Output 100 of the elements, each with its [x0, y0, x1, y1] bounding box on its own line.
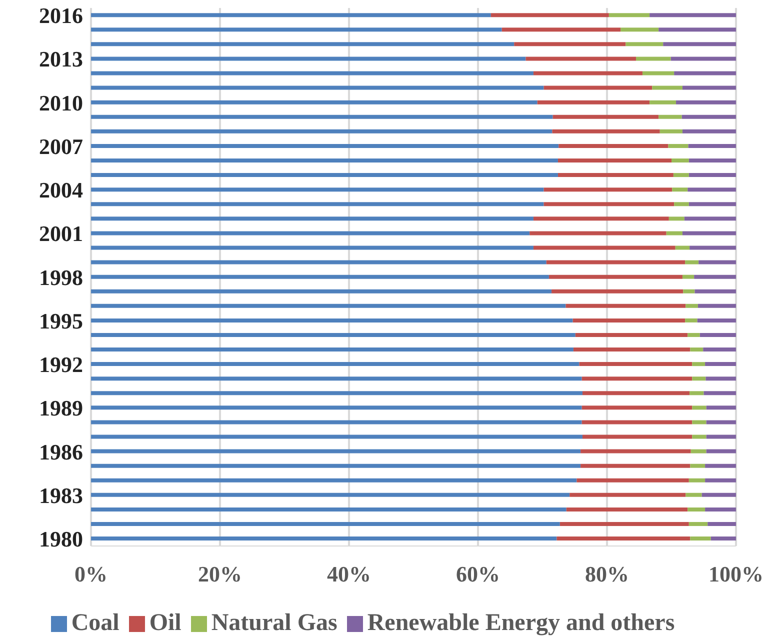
x-tick-label: 40% — [327, 562, 371, 587]
bar — [705, 507, 736, 512]
bar — [582, 376, 692, 381]
bar — [544, 86, 652, 90]
bar — [705, 478, 736, 482]
bar — [91, 536, 557, 541]
bar — [683, 289, 695, 294]
bar — [672, 188, 688, 192]
y-tick-label: 2001 — [39, 221, 83, 246]
bar — [91, 129, 552, 134]
bar — [694, 289, 736, 294]
bar — [706, 420, 736, 424]
y-tick-label: 2007 — [39, 134, 83, 159]
bar — [570, 492, 686, 497]
y-tick-label: 1998 — [39, 264, 83, 290]
bar — [608, 13, 650, 18]
bar — [548, 274, 682, 279]
x-tick-label: 100% — [708, 562, 764, 587]
bar — [682, 114, 736, 119]
bar — [684, 216, 736, 221]
bar — [688, 144, 736, 148]
bar — [91, 464, 581, 468]
bar — [556, 536, 690, 541]
bar — [674, 202, 689, 206]
bar — [558, 173, 674, 178]
bar — [572, 318, 686, 322]
bar — [690, 464, 706, 468]
bar — [91, 71, 534, 76]
bar — [544, 202, 674, 206]
bar — [91, 492, 570, 497]
bar — [582, 406, 692, 410]
bar — [620, 28, 659, 32]
bar — [685, 260, 699, 264]
bar — [91, 522, 560, 526]
legend-label: Oil — [149, 610, 182, 636]
bar — [552, 289, 684, 294]
bar — [700, 332, 736, 337]
x-tick-label: 60% — [456, 562, 500, 587]
bar — [668, 216, 684, 221]
bar — [91, 478, 577, 482]
bar — [706, 449, 736, 454]
bar — [706, 376, 736, 381]
bar — [674, 71, 736, 76]
bar — [692, 434, 706, 439]
bar — [675, 246, 690, 250]
y-tick-label: 2010 — [39, 90, 83, 116]
bar — [560, 522, 689, 526]
bar — [688, 332, 700, 337]
bar — [672, 158, 689, 162]
bar — [91, 348, 574, 352]
bar — [533, 246, 676, 250]
bar — [688, 202, 736, 206]
bar — [490, 13, 609, 18]
bar — [673, 173, 689, 178]
bar — [658, 28, 736, 32]
bar — [537, 100, 650, 104]
bar — [682, 231, 736, 236]
bar — [91, 158, 558, 162]
bar — [663, 42, 736, 46]
bar — [544, 188, 672, 192]
bar — [694, 274, 736, 279]
bar — [580, 449, 691, 454]
bar — [91, 332, 576, 337]
bar — [91, 13, 491, 18]
y-tick-label: 1989 — [39, 396, 83, 421]
bar — [91, 304, 566, 308]
bar — [642, 71, 674, 76]
bar — [688, 188, 736, 192]
bar — [685, 318, 698, 322]
bar — [650, 100, 676, 104]
bar — [692, 362, 706, 366]
y-tick-label: 1983 — [39, 482, 83, 508]
bar — [690, 348, 704, 352]
bar — [546, 260, 686, 264]
bar — [91, 42, 514, 46]
bar — [686, 304, 698, 308]
bar — [666, 231, 682, 236]
bar — [698, 304, 736, 308]
bar — [573, 348, 690, 352]
bar — [670, 56, 736, 61]
x-tick-label: 80% — [585, 562, 629, 587]
bar — [710, 536, 736, 541]
bar — [91, 28, 502, 32]
bar — [705, 362, 736, 366]
bar — [582, 420, 692, 424]
x-tick-label: 0% — [74, 562, 108, 587]
y-tick-label: 2013 — [39, 46, 83, 72]
bar — [682, 274, 694, 279]
bar — [626, 42, 664, 46]
y-tick-label: 2004 — [39, 178, 83, 203]
bar — [91, 406, 582, 410]
y-tick-label: 1986 — [39, 439, 83, 464]
bar — [582, 391, 690, 396]
bar — [688, 173, 736, 178]
bar — [692, 406, 706, 410]
bar — [533, 216, 669, 221]
bar — [91, 56, 526, 61]
bar — [91, 260, 546, 264]
bar — [530, 231, 666, 236]
bar — [703, 348, 736, 352]
